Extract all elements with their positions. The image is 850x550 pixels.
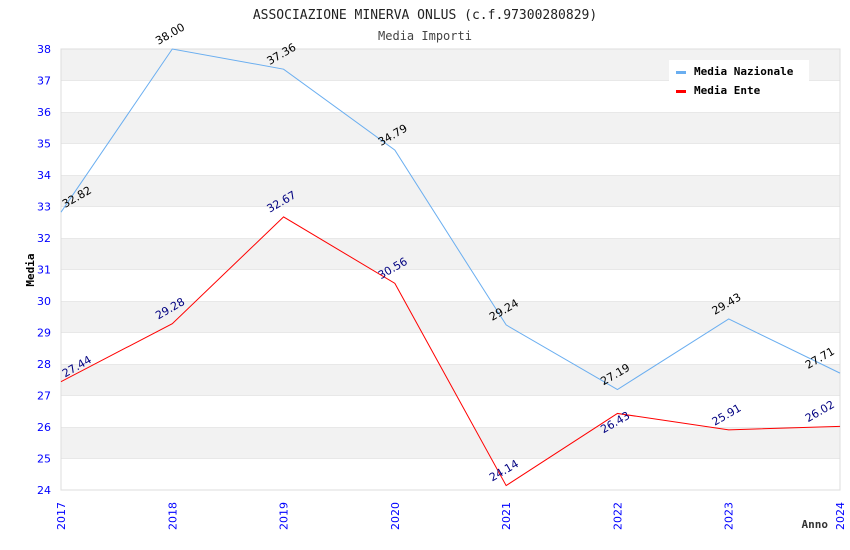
y-tick-label: 32 bbox=[37, 232, 51, 245]
plot-frame bbox=[60, 48, 841, 491]
x-axis-label: Anno bbox=[802, 518, 829, 531]
data-label: 38.00 bbox=[153, 21, 187, 48]
x-tick-label: 2020 bbox=[389, 502, 402, 530]
grid-band bbox=[61, 427, 840, 459]
grid-band bbox=[61, 175, 840, 207]
chart-title: ASSOCIAZIONE MINERVA ONLUS (c.f.97300280… bbox=[253, 8, 597, 23]
y-tick-label: 25 bbox=[37, 453, 51, 466]
y-tick-label: 37 bbox=[37, 75, 51, 88]
x-tick-label: 2022 bbox=[611, 502, 624, 530]
grid-band bbox=[61, 206, 840, 238]
series-line-0 bbox=[60, 48, 841, 391]
legend: Media Nazionale Media Ente bbox=[669, 60, 809, 102]
legend-swatch-ente bbox=[676, 90, 686, 93]
grid-band bbox=[61, 143, 840, 175]
x-tick-label: 2024 bbox=[834, 502, 847, 530]
y-tick-label: 24 bbox=[37, 484, 51, 497]
grid-band bbox=[61, 395, 840, 427]
x-tick-label: 2023 bbox=[723, 502, 736, 530]
y-tick-label: 30 bbox=[37, 295, 51, 308]
y-axis-label: Media bbox=[24, 253, 37, 286]
y-tick-label: 26 bbox=[37, 421, 51, 434]
x-tick-label: 2021 bbox=[500, 502, 513, 530]
grid-band bbox=[61, 112, 840, 144]
x-tick-label: 2018 bbox=[166, 502, 179, 530]
y-tick-label: 28 bbox=[37, 358, 51, 371]
x-tick-label: 2017 bbox=[55, 502, 68, 530]
grid-band bbox=[61, 238, 840, 270]
grid-band bbox=[61, 364, 840, 396]
y-tick-label: 35 bbox=[37, 138, 51, 151]
legend-swatch-nazionale bbox=[676, 71, 686, 74]
y-tick-label: 36 bbox=[37, 106, 51, 119]
chart-subtitle: Media Importi bbox=[378, 29, 472, 43]
y-tick-label: 27 bbox=[37, 390, 51, 403]
x-tick-label: 2019 bbox=[278, 502, 291, 530]
y-tick-label: 33 bbox=[37, 201, 51, 214]
grid-band bbox=[61, 458, 840, 490]
legend-label-nazionale: Media Nazionale bbox=[694, 65, 794, 78]
y-tick-label: 31 bbox=[37, 264, 51, 277]
series-line-1 bbox=[60, 216, 841, 487]
legend-label-ente: Media Ente bbox=[694, 84, 761, 97]
y-tick-label: 29 bbox=[37, 327, 51, 340]
y-tick-label: 34 bbox=[37, 169, 51, 182]
grid-band bbox=[61, 332, 840, 364]
grid-band bbox=[61, 269, 840, 301]
y-tick-label: 38 bbox=[37, 43, 51, 56]
